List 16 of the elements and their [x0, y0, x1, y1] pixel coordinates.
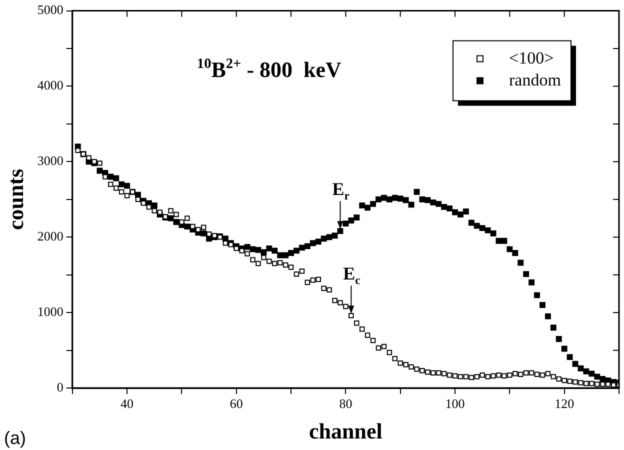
legend-label: <100> — [509, 48, 554, 68]
y-tick-label: 1000 — [37, 304, 64, 319]
y-tick-label: 3000 — [37, 153, 64, 168]
y-tick-label: 4000 — [37, 78, 64, 93]
text: (a) — [4, 428, 26, 448]
x-tick-label: 80 — [339, 396, 352, 412]
y-tick-label: 5000 — [37, 2, 64, 18]
legend-label: random — [509, 70, 561, 90]
x-tick-label: 120 — [554, 396, 574, 412]
y-tick-label: 0 — [56, 379, 64, 394]
y-axis-title: counts — [2, 168, 28, 230]
y-tick-label: 2000 — [37, 228, 64, 244]
x-tick-label: 100 — [445, 396, 465, 412]
x-tick-label: 40 — [120, 396, 134, 412]
x-axis-title: channel — [309, 418, 382, 444]
x-tick-label: 60 — [230, 396, 243, 412]
